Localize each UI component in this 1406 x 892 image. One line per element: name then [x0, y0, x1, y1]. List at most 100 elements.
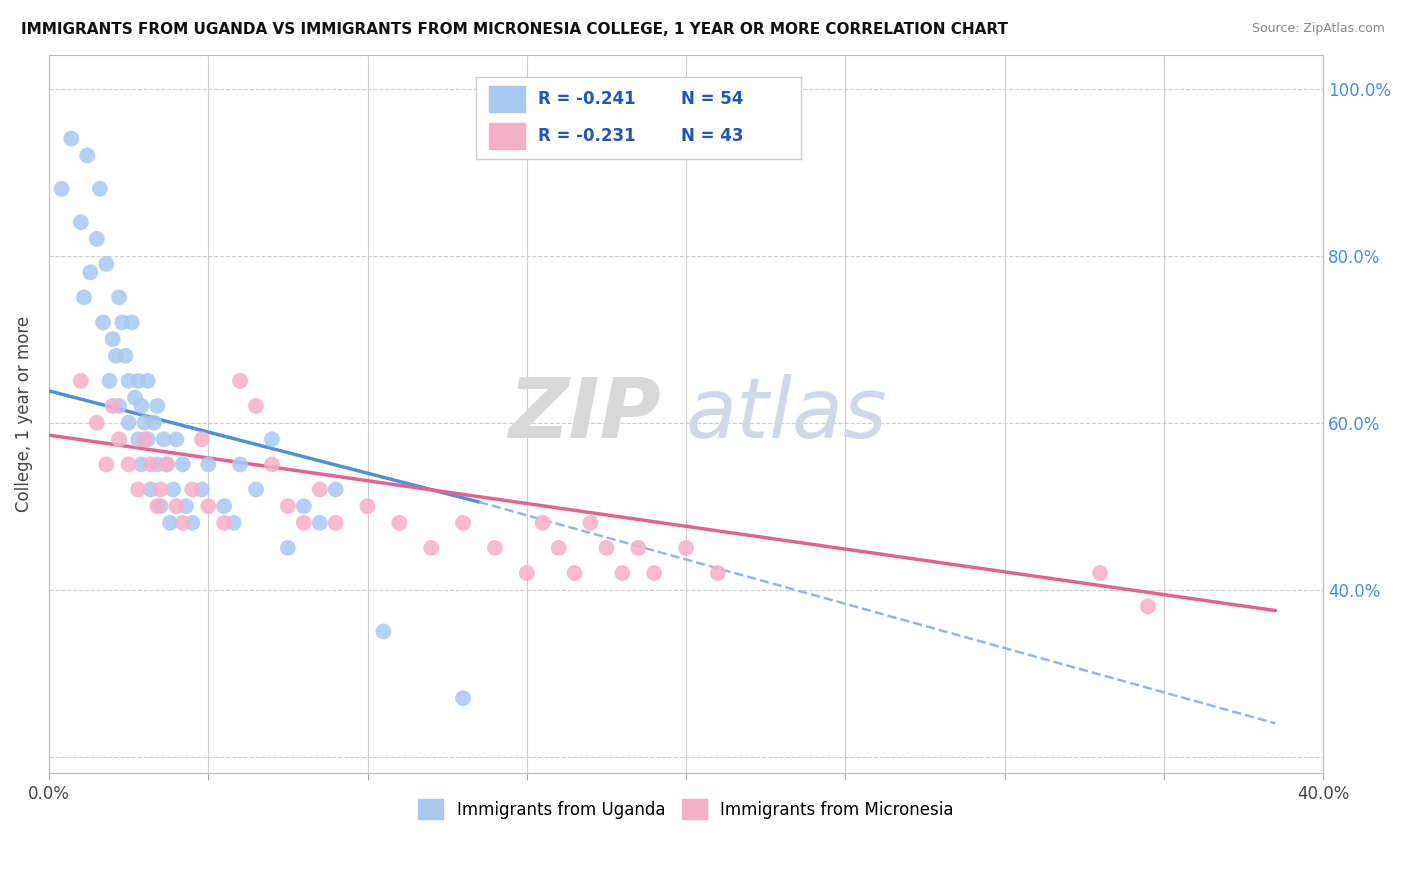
Point [108, 290, 131, 304]
Point [212, 499, 235, 513]
Point [76, 148, 98, 162]
Point [373, 624, 395, 639]
Point [121, 315, 143, 329]
Text: atlas: atlas [686, 374, 887, 455]
Point [181, 516, 204, 530]
Text: ZIP: ZIP [508, 374, 661, 455]
Point [73, 290, 96, 304]
Point [108, 399, 131, 413]
Point [104, 349, 127, 363]
Point [612, 566, 634, 580]
Point [420, 541, 443, 555]
Point [308, 483, 330, 497]
Point [136, 433, 159, 447]
Point [1088, 566, 1111, 580]
Text: IMMIGRANTS FROM UGANDA VS IMMIGRANTS FROM MICRONESIA COLLEGE, 1 YEAR OR MORE COR: IMMIGRANTS FROM UGANDA VS IMMIGRANTS FRO… [21, 22, 1008, 37]
Point [146, 399, 169, 413]
Point [86, 232, 108, 246]
Point [579, 516, 602, 530]
Point [325, 516, 347, 530]
Point [181, 483, 204, 497]
Point [131, 458, 153, 472]
Point [146, 499, 169, 513]
Point [356, 499, 378, 513]
Point [89, 182, 111, 196]
Point [451, 691, 474, 706]
Point [101, 399, 124, 413]
Point [131, 399, 153, 413]
Point [516, 566, 538, 580]
Point [86, 416, 108, 430]
Point [108, 433, 131, 447]
Point [564, 566, 586, 580]
Legend: Immigrants from Uganda, Immigrants from Micronesia: Immigrants from Uganda, Immigrants from … [412, 792, 960, 826]
Point [156, 458, 179, 472]
Point [675, 541, 697, 555]
Point [111, 315, 134, 329]
Point [134, 416, 156, 430]
Point [197, 458, 219, 472]
Point [531, 516, 554, 530]
Point [191, 483, 214, 497]
Point [547, 541, 569, 555]
Point [277, 499, 299, 513]
Point [308, 516, 330, 530]
Point [260, 458, 283, 472]
Point [229, 374, 252, 388]
Point [117, 374, 139, 388]
Point [707, 566, 730, 580]
Text: Source: ZipAtlas.com: Source: ZipAtlas.com [1251, 22, 1385, 36]
Point [60, 131, 83, 145]
Point [292, 499, 315, 513]
Point [222, 516, 245, 530]
Point [197, 499, 219, 513]
Point [149, 499, 172, 513]
Point [124, 391, 146, 405]
Point [245, 483, 267, 497]
Point [595, 541, 617, 555]
Y-axis label: College, 1 year or more: College, 1 year or more [15, 317, 32, 512]
Point [174, 499, 197, 513]
Point [139, 483, 162, 497]
Point [292, 516, 315, 530]
Point [627, 541, 650, 555]
Point [165, 499, 187, 513]
Point [127, 483, 149, 497]
Point [149, 483, 172, 497]
Point [451, 516, 474, 530]
Point [260, 433, 283, 447]
Point [79, 265, 101, 279]
Point [96, 458, 118, 472]
Point [117, 416, 139, 430]
Point [156, 458, 179, 472]
Point [325, 483, 347, 497]
Point [229, 458, 252, 472]
Point [152, 433, 174, 447]
Point [143, 416, 166, 430]
Point [127, 433, 149, 447]
Point [96, 257, 118, 271]
Point [1136, 599, 1159, 614]
Point [388, 516, 411, 530]
Point [136, 374, 159, 388]
Point [172, 516, 194, 530]
Point [139, 458, 162, 472]
Point [101, 332, 124, 346]
Point [69, 215, 91, 229]
Point [162, 483, 184, 497]
Point [127, 374, 149, 388]
Point [117, 458, 139, 472]
Point [134, 433, 156, 447]
Point [191, 433, 214, 447]
Point [277, 541, 299, 555]
Point [98, 374, 121, 388]
Point [91, 315, 114, 329]
Point [114, 349, 136, 363]
Point [165, 433, 187, 447]
Point [212, 516, 235, 530]
Point [159, 516, 181, 530]
Point [146, 458, 169, 472]
Point [245, 399, 267, 413]
Point [484, 541, 506, 555]
Point [172, 458, 194, 472]
